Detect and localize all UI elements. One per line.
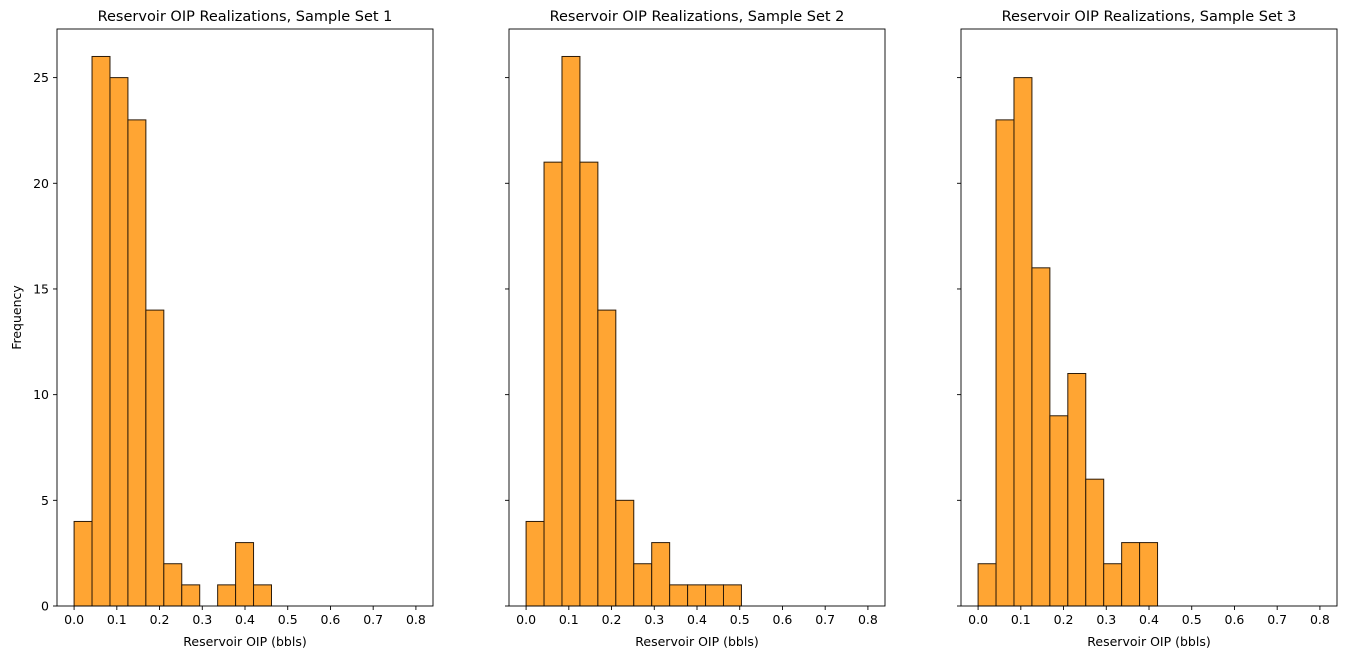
x-tick-label: 0.3 <box>644 612 664 627</box>
histogram-panel-3: 0.0 0.1 0.2 0.3 0.4 0.5 0.6 0.7 0.8 Reservoir OIP… <box>957 9 1338 649</box>
x-tick-label: 0.1 <box>559 612 579 627</box>
histogram-bar <box>217 584 237 607</box>
x-axis-label: Reservoir OIP (bbls) <box>183 634 306 649</box>
x-axis-label: Reservoir OIP (bbls) <box>635 634 758 649</box>
x-tick-label: 0.6 <box>1225 612 1245 627</box>
y-axis-label: Frequency <box>9 285 24 350</box>
x-tick-label: 0.5 <box>730 612 750 627</box>
x-tick-label: 0.1 <box>107 612 127 627</box>
histogram-bar <box>127 119 147 607</box>
x-tick-label: 0.3 <box>1096 612 1116 627</box>
histogram-bar <box>1103 563 1123 607</box>
x-tick-label: 0.8 <box>406 612 426 627</box>
histogram-bar <box>1013 77 1033 607</box>
histogram-bar <box>253 584 272 607</box>
histogram-bar <box>1085 478 1105 607</box>
histogram-bar <box>669 584 689 607</box>
x-tick-label: 0.4 <box>1139 612 1159 627</box>
chart-title: Reservoir OIP Realizations, Sample Set 3 <box>1002 9 1297 25</box>
histogram-bar <box>525 520 545 607</box>
x-tick-label: 0.0 <box>64 612 84 627</box>
histogram-bar <box>1121 542 1141 607</box>
histogram-bar <box>1049 415 1069 607</box>
x-tick-label: 0.2 <box>1054 612 1074 627</box>
x-tick-label: 0.4 <box>235 612 255 627</box>
histogram-bar <box>722 584 742 607</box>
x-tick-label: 0.3 <box>192 612 212 627</box>
histogram-panel-1: 0.0 0.1 0.2 0.3 0.4 0.5 0.6 0.7 0.8 0 5 10 15 20 25 Res… <box>9 9 434 649</box>
histogram-bar <box>705 584 724 607</box>
histogram-bar <box>579 161 599 607</box>
x-tick-label: 0.2 <box>150 612 170 627</box>
x-tick-label: 0.5 <box>278 612 298 627</box>
x-tick-label: 0.2 <box>602 612 622 627</box>
histogram-bar <box>1031 267 1051 607</box>
histogram-bar <box>651 542 671 607</box>
histogram-panel-2: 0.0 0.1 0.2 0.3 0.4 0.5 0.6 0.7 0.8 Reservoir OIP… <box>505 9 886 649</box>
histogram-bar <box>1067 373 1087 607</box>
histogram-bar <box>73 520 93 607</box>
y-tick-label: 25 <box>33 70 49 85</box>
y-tick-label: 20 <box>33 176 49 191</box>
histogram-bar <box>181 584 201 607</box>
histogram-bar <box>235 542 255 607</box>
x-axis-label: Reservoir OIP (bbls) <box>1087 634 1210 649</box>
histogram-bar <box>597 309 617 607</box>
x-tick-label: 0.8 <box>858 612 878 627</box>
histogram-bar <box>687 584 707 607</box>
y-tick-label: 5 <box>41 493 49 508</box>
histogram-bar <box>615 499 635 607</box>
x-tick-label: 0.7 <box>1267 612 1287 627</box>
x-tick-label: 0.0 <box>968 612 988 627</box>
histogram-bar <box>91 55 111 607</box>
x-tick-label: 0.7 <box>363 612 383 627</box>
histogram-bar <box>543 161 563 607</box>
histogram-bar <box>163 563 183 607</box>
histogram-bar <box>1139 542 1159 607</box>
x-tick-label: 0.6 <box>321 612 341 627</box>
x-tick-label: 0.8 <box>1310 612 1330 627</box>
chart-title: Reservoir OIP Realizations, Sample Set 2 <box>550 9 845 25</box>
x-tick-label: 0.7 <box>815 612 835 627</box>
x-tick-label: 0.1 <box>1011 612 1031 627</box>
histogram-bar <box>977 563 997 607</box>
histogram-bar <box>561 55 581 607</box>
histogram-bar <box>633 563 653 607</box>
x-tick-label: 0.0 <box>516 612 536 627</box>
x-tick-label: 0.6 <box>773 612 793 627</box>
histogram-bar <box>145 309 165 607</box>
y-tick-label: 15 <box>33 281 49 296</box>
y-tick-label: 10 <box>33 387 49 402</box>
x-tick-label: 0.4 <box>687 612 707 627</box>
histogram-bar <box>995 119 1015 607</box>
histogram-bar <box>109 77 129 607</box>
y-tick-label: 0 <box>41 599 49 614</box>
chart-title: Reservoir OIP Realizations, Sample Set 1 <box>98 9 393 25</box>
x-tick-label: 0.5 <box>1182 612 1202 627</box>
